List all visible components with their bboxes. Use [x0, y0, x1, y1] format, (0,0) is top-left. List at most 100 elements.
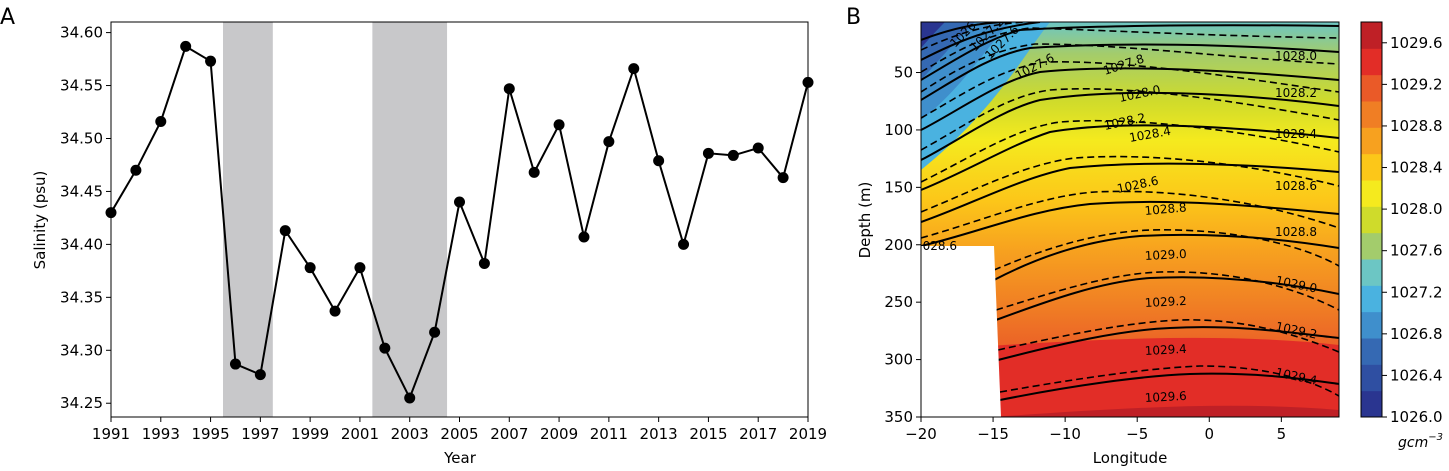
colorbar-level-swatch — [1361, 390, 1382, 418]
data-point-1996 — [229, 358, 241, 370]
contour-label: 1028.8 — [1144, 200, 1187, 218]
contour-label-right: 1028.4 — [1275, 127, 1317, 141]
colorbar-level-swatch — [1361, 180, 1382, 207]
colorbar-tick-label: 1029.2 — [1390, 75, 1443, 93]
y-tick-label: 34.25 — [60, 394, 103, 412]
data-point-2013 — [653, 155, 665, 167]
data-point-1994 — [180, 40, 192, 52]
y-axis-label-depth: Depth (m) — [856, 182, 874, 259]
y-tick-label: 34.35 — [60, 288, 103, 306]
colorbar-level-swatch — [1361, 153, 1382, 181]
density-band-navy — [921, 22, 945, 48]
x-tick-label: 2007 — [490, 425, 528, 443]
density-band-dark-red — [990, 405, 1339, 417]
data-point-1992 — [130, 164, 142, 176]
panel-a-salinity-chart: 1991 1993 1995 1997 1999 2001 2003 2005 2007 2009… — [31, 21, 827, 467]
x-tick-label: 2003 — [391, 425, 429, 443]
y-tick-label: 34.45 — [60, 182, 103, 200]
isopycnal-dashed-line — [921, 119, 1339, 183]
colorbar-frame — [1360, 21, 1383, 418]
x-tick-label: 2001 — [341, 425, 379, 443]
panel-b-letter: B — [846, 5, 861, 30]
colorbar-level-swatch — [1361, 259, 1382, 286]
colorbar-level-swatch — [1361, 285, 1382, 313]
y-tick-label: 300 — [884, 351, 913, 369]
data-point-2005 — [454, 196, 465, 208]
x-tick-label: 2013 — [640, 425, 678, 443]
colorbar-level-swatch — [1361, 311, 1382, 339]
isopycnal-solid-line — [997, 326, 1339, 361]
colorbar-tick-label: 1026.0 — [1390, 408, 1443, 426]
colorbar-level-swatch — [1361, 338, 1382, 365]
isopycnal-dashed-line — [995, 271, 1339, 311]
x-tick-label: 1995 — [191, 425, 229, 443]
isopycnal-dashed-line — [921, 22, 1026, 51]
colorbar-level-swatch — [1361, 206, 1382, 234]
colorbar-tick-label: 1029.6 — [1390, 34, 1443, 52]
isopycnal-solid-line — [921, 22, 1041, 61]
panel-a-frame — [110, 21, 809, 418]
contour-label-right: 1028.8 — [1275, 225, 1317, 239]
x-tick-label: 2019 — [789, 425, 827, 443]
data-point-2017 — [752, 142, 764, 154]
data-point-2018 — [777, 172, 789, 184]
colorbar-level-swatch — [1361, 127, 1382, 155]
data-point-2010 — [578, 231, 590, 243]
panel-a-letter: A — [0, 5, 15, 30]
data-point-2004 — [429, 326, 441, 338]
panel-b-density-section: 1027.81027.61028.01028.21028.41028.61028… — [856, 21, 1340, 467]
isopycnal-dashed-line — [921, 88, 1339, 151]
y-tick-label: 50 — [894, 64, 913, 82]
isopycnal-solid-line — [999, 372, 1339, 401]
data-point-2011 — [603, 136, 615, 148]
colorbar-tick-label: 1028.0 — [1390, 200, 1443, 218]
x-tick-label: −5 — [1126, 425, 1148, 443]
x-tick-label: 0 — [1205, 425, 1215, 443]
isopycnal-solid-line — [993, 233, 1339, 281]
data-point-2009 — [553, 119, 565, 131]
data-point-2008 — [528, 166, 540, 178]
colorbar-level-swatch — [1361, 232, 1382, 260]
data-point-1997 — [254, 369, 266, 381]
data-point-2014 — [678, 238, 690, 250]
x-tick-label: 5 — [1277, 425, 1287, 443]
data-point-2001 — [354, 262, 366, 274]
colorbar-level-swatch — [1361, 101, 1382, 128]
data-point-2015 — [702, 147, 714, 159]
y-tick-label: 34.40 — [60, 235, 103, 253]
x-tick-label: 1999 — [291, 425, 329, 443]
contour-label: 1029.2 — [1144, 294, 1187, 310]
x-axis-label-longitude: Longitude — [1093, 449, 1168, 467]
y-tick-label: 150 — [884, 178, 913, 196]
contour-label-right: 1028.2 — [1275, 86, 1317, 100]
data-point-2012 — [628, 63, 640, 75]
y-tick-label: 34.55 — [60, 77, 103, 95]
data-point-1999 — [304, 262, 316, 274]
contour-label-right: 1028.6 — [1275, 179, 1317, 193]
x-tick-label: 2017 — [739, 425, 777, 443]
isopycnal-dashed-line — [921, 155, 1339, 213]
y-tick-label: 34.50 — [60, 129, 103, 147]
colorbar-tick-label: 1028.8 — [1390, 117, 1443, 135]
x-tick-label: 2005 — [440, 425, 478, 443]
isopycnal-solid-line — [921, 67, 1339, 131]
colorbar-tick-label: 1027.2 — [1390, 283, 1443, 301]
x-tick-label: 1997 — [241, 425, 279, 443]
x-axis-label-year: Year — [443, 449, 477, 467]
isopycnal-dashed-line — [993, 229, 1339, 271]
data-point-2002 — [379, 342, 391, 354]
salinity-series-line — [111, 44, 808, 401]
contour-label-right: 1028.0 — [1275, 49, 1317, 63]
data-point-2000 — [329, 305, 341, 317]
isopycnal-dashed-line — [921, 43, 1339, 93]
colorbar-level-swatch — [1361, 48, 1382, 76]
shaded-period-2 — [372, 22, 448, 417]
x-tick-label: −20 — [905, 425, 937, 443]
data-point-2007 — [503, 83, 515, 95]
isopycnal-solid-line — [921, 43, 1339, 101]
x-tick-label: 2011 — [590, 425, 628, 443]
isopycnal-solid-line — [921, 124, 1339, 191]
colorbar-level-swatch — [1361, 364, 1382, 392]
y-tick-label: 350 — [884, 408, 913, 426]
